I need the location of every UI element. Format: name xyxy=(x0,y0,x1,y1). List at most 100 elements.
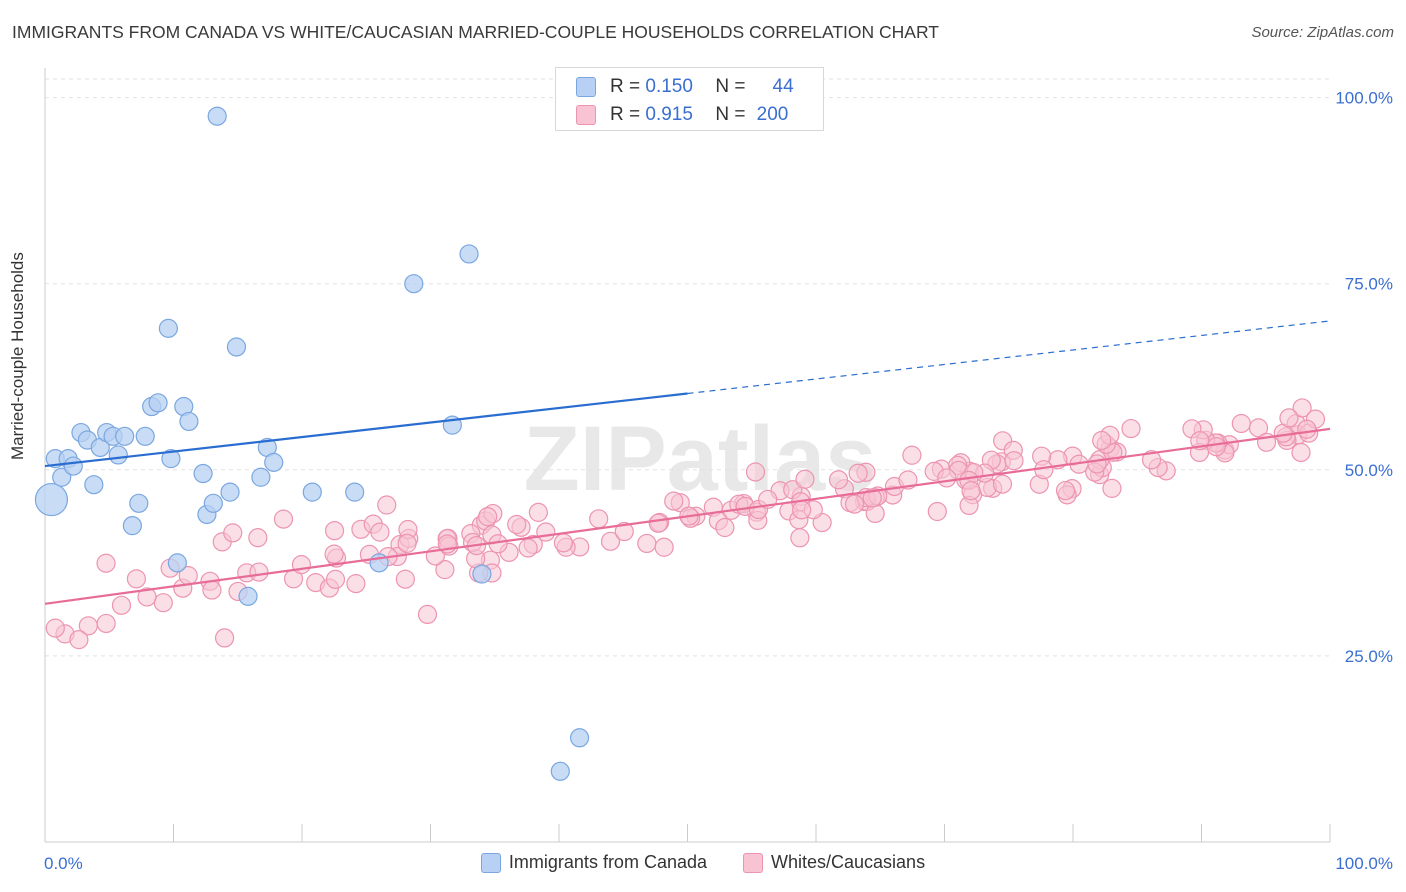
point-whites-194 xyxy=(790,528,810,548)
point-whites-184 xyxy=(792,500,812,520)
legend-item-canada[interactable]: Immigrants from Canada xyxy=(480,852,707,873)
point-canada-11 xyxy=(108,445,128,465)
point-canada-29 xyxy=(238,586,258,606)
point-whites-109 xyxy=(1121,418,1141,439)
series-whites-points xyxy=(45,398,1326,650)
point-canada-34 xyxy=(345,482,365,502)
axes xyxy=(44,68,1331,843)
point-whites-146 xyxy=(745,462,766,482)
point-canada-4 xyxy=(63,456,83,476)
point-whites-192 xyxy=(828,470,849,490)
point-canada-23 xyxy=(193,463,213,484)
point-whites-163 xyxy=(553,533,574,553)
point-whites-179 xyxy=(96,613,116,634)
stats-swatch-whites xyxy=(576,105,596,125)
trend-line-whites xyxy=(44,427,1331,605)
point-whites-88 xyxy=(96,553,116,573)
point-whites-100 xyxy=(1102,478,1122,498)
point-whites-185 xyxy=(111,595,132,615)
stats-r-value-canada: 0.150 xyxy=(645,76,693,97)
legend-label-canada: Immigrants from Canada xyxy=(508,852,707,872)
point-whites-141 xyxy=(992,474,1013,494)
point-whites-79 xyxy=(223,523,243,543)
point-whites-121 xyxy=(844,494,865,514)
stats-n-label: N = xyxy=(715,76,746,97)
point-canada-26 xyxy=(207,106,227,126)
point-whites-151 xyxy=(1279,408,1299,428)
watermark: ZIPatlas xyxy=(524,408,877,510)
point-canada-14 xyxy=(129,493,149,513)
point-canada-12 xyxy=(115,426,135,446)
point-canada-0 xyxy=(34,482,69,517)
x-tick-label-0: 0.0% xyxy=(44,854,83,873)
point-whites-142 xyxy=(862,488,882,508)
point-whites-159 xyxy=(202,580,222,600)
point-whites-137 xyxy=(478,507,498,527)
point-whites-15 xyxy=(435,560,455,580)
legend: Immigrants from Canada Whites/Caucasians xyxy=(0,852,1406,873)
x-tick-label-100: 100.0% xyxy=(1335,854,1393,873)
point-whites-196 xyxy=(69,630,89,650)
point-whites-68 xyxy=(346,574,366,594)
point-whites-164 xyxy=(1141,450,1162,470)
point-whites-188 xyxy=(324,544,344,564)
point-whites-14 xyxy=(648,513,668,533)
trend-lines xyxy=(44,320,1331,605)
point-whites-171 xyxy=(397,533,417,553)
stats-n-value-canada: 44 xyxy=(772,76,794,97)
y-tick-label-25: 25.0% xyxy=(1345,647,1393,666)
point-whites-166 xyxy=(795,469,815,489)
point-whites-115 xyxy=(395,569,415,589)
point-canada-15 xyxy=(135,426,155,446)
point-whites-191 xyxy=(137,587,157,607)
point-whites-162 xyxy=(1248,418,1269,438)
point-whites-53 xyxy=(126,569,146,589)
y-tick-label-100: 100.0% xyxy=(1335,89,1393,108)
point-whites-172 xyxy=(1092,430,1112,451)
legend-item-whites[interactable]: Whites/Caucasians xyxy=(743,852,925,873)
legend-swatch-whites xyxy=(743,852,763,873)
point-whites-125 xyxy=(865,503,885,524)
point-canada-39 xyxy=(472,564,492,584)
point-whites-36 xyxy=(248,528,268,548)
stats-r-value-whites: 0.915 xyxy=(645,104,693,125)
point-whites-175 xyxy=(45,618,65,638)
point-canada-7 xyxy=(84,475,104,495)
legend-label-whites: Whites/Caucasians xyxy=(771,852,926,872)
stats-r-label: R = xyxy=(610,76,641,97)
point-whites-144 xyxy=(536,522,556,542)
stats-n-value-whites: 200 xyxy=(756,104,789,125)
point-canada-28 xyxy=(226,337,247,357)
chart-title: IMMIGRANTS FROM CANADA VS WHITE/CAUCASIA… xyxy=(12,22,939,42)
point-whites-54 xyxy=(1291,442,1311,463)
point-whites-197 xyxy=(664,491,684,511)
point-whites-167 xyxy=(417,604,438,625)
point-whites-80 xyxy=(1292,398,1312,418)
point-canada-25 xyxy=(203,493,223,513)
point-whites-155 xyxy=(1297,419,1317,439)
point-whites-40 xyxy=(214,628,235,648)
point-whites-101 xyxy=(1231,413,1251,434)
tick-labels: 25.0% 50.0% 75.0% 100.0% 0.0% 100.0% xyxy=(44,89,1393,873)
point-whites-199 xyxy=(325,569,346,589)
stats-n-label: N = xyxy=(715,104,746,125)
point-whites-153 xyxy=(898,470,918,490)
stats-row-whites: R = 0.915 N = 200 xyxy=(576,101,788,129)
trend-line-canada-extension xyxy=(687,320,1331,395)
point-whites-86 xyxy=(902,445,922,465)
point-whites-156 xyxy=(273,509,294,529)
point-canada-40 xyxy=(550,761,570,781)
point-whites-186 xyxy=(153,593,173,613)
legend-swatch-canada xyxy=(480,852,501,873)
y-axis-label: Married-couple Households xyxy=(8,252,27,460)
point-canada-33 xyxy=(302,482,322,502)
y-tick-label-75: 75.0% xyxy=(1345,275,1393,294)
point-whites-154 xyxy=(1206,437,1226,457)
point-canada-30 xyxy=(251,467,271,487)
point-whites-123 xyxy=(589,509,609,529)
point-canada-32 xyxy=(264,452,284,472)
gridlines xyxy=(45,78,1330,657)
point-canada-13 xyxy=(122,516,142,536)
point-whites-4 xyxy=(377,495,397,515)
